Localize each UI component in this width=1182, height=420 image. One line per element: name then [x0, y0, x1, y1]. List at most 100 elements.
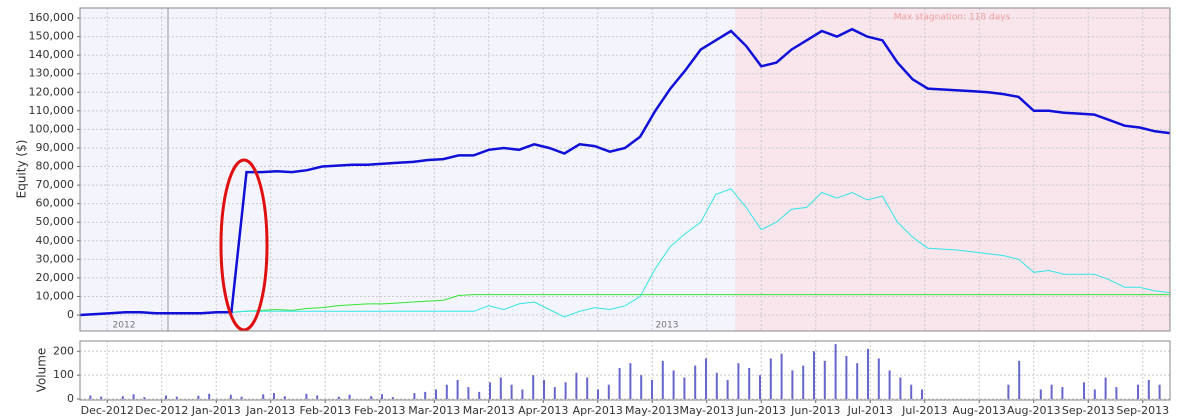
- volume-bar: [715, 372, 718, 400]
- volume-bar: [910, 384, 913, 400]
- volume-bar: [1061, 387, 1064, 400]
- volume-bar: [1018, 360, 1021, 400]
- volume-bar: [262, 394, 265, 400]
- series-line: [79, 188, 1171, 318]
- volume-bar: [651, 379, 653, 400]
- volume-bar: [661, 360, 664, 400]
- x-tick-label: Dec-2012: [135, 404, 188, 417]
- x-tick-label: May-2013: [679, 404, 734, 417]
- volume-bar: [316, 395, 319, 400]
- x-tick-label: Dec-2012: [81, 404, 134, 417]
- volume-bar: [553, 387, 556, 400]
- volume-bar: [337, 396, 340, 400]
- volume-bar: [1083, 382, 1085, 400]
- volume-bar: [877, 358, 880, 400]
- volume-bar: [197, 395, 200, 400]
- volume-bar: [510, 384, 513, 400]
- volume-bar: [607, 384, 610, 400]
- y-tick-label: 150,000: [29, 30, 75, 43]
- volume-bar: [629, 363, 632, 400]
- x-tick-label: Apr-2013: [573, 404, 623, 417]
- y-tick-label: 100,000: [29, 122, 75, 135]
- volume-bar: [1147, 379, 1150, 400]
- volume-bar: [445, 384, 448, 400]
- volume-bar: [867, 348, 869, 400]
- y-tick-label: 0: [67, 308, 74, 321]
- marks: 0 10,000 20,000 30,000 40,000 50,000 60,000 70,…: [29, 8, 1171, 417]
- volume-bar: [305, 393, 308, 400]
- volume-bar: [89, 395, 92, 400]
- plot-frame: [79, 7, 1171, 332]
- volume-bar: [888, 370, 891, 400]
- y-tick-label: 160,000: [29, 11, 75, 24]
- series-line: [79, 294, 1170, 316]
- volume-bar: [1104, 377, 1107, 400]
- y-tick-label: 90,000: [36, 141, 75, 154]
- x-tick-label: Jun-2013: [790, 404, 840, 417]
- volume-bar: [726, 379, 729, 400]
- y-tick-label: 50,000: [36, 215, 75, 228]
- volume-bar: [543, 379, 545, 400]
- volume-bar: [1158, 384, 1161, 400]
- volume-bar: [921, 389, 923, 400]
- volume-bar: [575, 372, 578, 400]
- y-tick-label: 200: [53, 344, 74, 357]
- stagnation-region: [735, 8, 1170, 331]
- y-tick-label: 130,000: [29, 67, 75, 80]
- volume-bar: [413, 393, 416, 400]
- volume-bar: [132, 394, 135, 400]
- volume-bar: [521, 389, 524, 400]
- volume-bar: [1115, 387, 1118, 400]
- x-tick-label: Sep-2013: [1062, 404, 1115, 417]
- volume-bar: [456, 379, 459, 400]
- x-tick-label: Aug-2013: [953, 404, 1006, 417]
- y-tick-label: 40,000: [36, 234, 75, 247]
- x-tick-label: Jan-2013: [245, 404, 295, 417]
- volume-bar: [694, 365, 697, 400]
- highlight-ellipse: [219, 158, 269, 332]
- volume-bar: [823, 360, 826, 400]
- stagnation-label: Max stagnation: 118 days: [894, 13, 1011, 23]
- volume-bar: [759, 375, 761, 400]
- x-tick-label: Jun-2013: [736, 404, 786, 417]
- volume-bar: [283, 396, 286, 400]
- volume-bar: [478, 391, 481, 400]
- year-label: 2012: [113, 321, 136, 331]
- volume-bar: [618, 367, 621, 400]
- volume-bar: [229, 394, 232, 400]
- x-tick-label: Apr-2013: [518, 404, 568, 417]
- year-label: 2013: [656, 321, 679, 331]
- volume-bar: [435, 389, 437, 400]
- y-tick-label: 20,000: [36, 271, 75, 284]
- y-tick-label: 110,000: [29, 104, 75, 117]
- volume-plot-bg: [80, 341, 1170, 400]
- volume-bar: [737, 363, 740, 400]
- x-tick-label: Jul-2013: [847, 404, 893, 417]
- volume-bar: [791, 370, 794, 400]
- volume-bar: [240, 396, 243, 400]
- volume-bar: [597, 389, 599, 400]
- volume-bar: [121, 396, 124, 400]
- volume-bar: [769, 358, 772, 400]
- volume-bar: [489, 382, 491, 400]
- volume-bar: [1039, 389, 1042, 400]
- x-tick-label: Feb-2013: [354, 404, 405, 417]
- volume-bar: [856, 363, 859, 400]
- y-tick-label: 60,000: [36, 197, 75, 210]
- y-tick-label: 100: [53, 368, 74, 381]
- volume-bar: [705, 358, 707, 400]
- volume-bar: [532, 375, 535, 400]
- y-axis-label: Equity ($): [15, 140, 29, 199]
- volume-bar: [899, 377, 902, 400]
- volume-bar: [143, 397, 146, 400]
- x-tick-label: Mar-2013: [463, 404, 515, 417]
- plot-frame: [79, 340, 1171, 401]
- x-tick-label: Jan-2013: [191, 404, 241, 417]
- volume-bar: [780, 353, 783, 400]
- volume-bar: [273, 393, 275, 400]
- y-tick-label: 30,000: [36, 252, 75, 265]
- y-tick-label: 80,000: [36, 160, 75, 173]
- volume-bar: [100, 396, 103, 400]
- y-tick-label: 120,000: [29, 85, 75, 98]
- x-tick-label: Jul-2013: [901, 404, 947, 417]
